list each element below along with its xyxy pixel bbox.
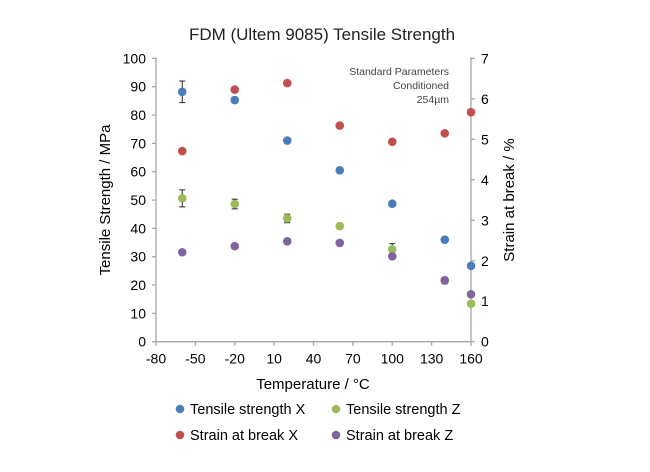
y-axis-label: Tensile Strength / MPa — [97, 124, 114, 276]
y-tick-label: 0 — [138, 334, 146, 350]
legend-label: Tensile strength Z — [346, 402, 461, 418]
y-tick-label: 80 — [130, 107, 146, 123]
legend: Tensile strength X Tensile strength Z Stra… — [175, 402, 461, 444]
data-point-strain-at-break-z — [335, 238, 345, 248]
legend-marker — [331, 404, 341, 414]
legend-marker — [175, 404, 185, 414]
x-tick-label: 160 — [459, 351, 483, 367]
data-point-strain-at-break-x — [230, 85, 240, 94]
y-tick-label: 90 — [130, 79, 146, 95]
y2-tick-label: 6 — [481, 91, 489, 107]
y2-axis-label: Strain at break / % — [501, 138, 518, 261]
y2-tick-label: 3 — [481, 212, 489, 228]
y2-tick-label: 2 — [481, 253, 489, 269]
data-point-strain-at-break-x — [282, 78, 292, 88]
x-tick-label: 70 — [345, 351, 361, 367]
annotation: Standard Parameters Conditioned 254µm — [349, 66, 449, 106]
y2-tick-label: 1 — [481, 293, 489, 309]
chart-title: FDM (Ultem 9085) Tensile Strength — [189, 25, 455, 44]
data-point-strain-at-break-z — [230, 241, 240, 251]
x-tick-label: -80 — [146, 351, 166, 367]
y-tick-label: 70 — [130, 135, 146, 151]
data-point-tensile-strength-x — [466, 261, 476, 271]
data-point-strain-at-break-x — [387, 137, 397, 147]
data-marks — [177, 78, 476, 309]
annotation-line: Standard Parameters — [349, 66, 449, 78]
data-point-strain-at-break-x — [177, 146, 187, 156]
y-tick-label: 60 — [130, 164, 146, 180]
data-point-strain-at-break-x — [440, 128, 450, 138]
x-axis-label: Temperature / °C — [256, 376, 370, 393]
data-point-strain-at-break-x — [335, 121, 345, 130]
data-point-tensile-strength-z — [387, 245, 397, 254]
data-point-tensile-strength-z — [335, 221, 345, 231]
x-tick-label: 10 — [266, 351, 282, 367]
data-point-strain-at-break-x — [466, 107, 476, 117]
legend-label: Strain at break X — [190, 428, 298, 444]
data-point-tensile-strength-x — [177, 87, 187, 97]
data-point-strain-at-break-z — [440, 275, 450, 285]
data-point-strain-at-break-z — [387, 252, 397, 261]
annotation-line: Conditioned — [393, 80, 449, 92]
data-point-tensile-strength-x — [335, 166, 345, 175]
legend-marker — [331, 430, 341, 440]
y-tick-label: 30 — [130, 249, 146, 265]
y-tick-label: 100 — [123, 50, 147, 66]
data-point-strain-at-break-z — [466, 290, 476, 299]
data-point-tensile-strength-z — [282, 214, 292, 223]
data-point-tensile-strength-x — [440, 235, 450, 245]
x-tick-label: 40 — [306, 351, 322, 367]
data-point-tensile-strength-z — [466, 299, 476, 309]
y2-tick-label: 0 — [481, 334, 489, 350]
data-point-tensile-strength-x — [387, 199, 397, 209]
x-tick-label: 100 — [381, 351, 405, 367]
annotation-line: 254µm — [417, 94, 450, 106]
y-tick-label: 10 — [130, 305, 146, 321]
x-tick-label: 130 — [420, 351, 444, 367]
y2-tick-label: 5 — [481, 131, 489, 147]
legend-marker — [175, 430, 185, 440]
y-tick-label: 20 — [130, 277, 146, 293]
data-point-tensile-strength-x — [230, 95, 240, 105]
x-tick-label: -20 — [225, 351, 245, 367]
data-point-strain-at-break-z — [282, 237, 292, 246]
legend-label: Tensile strength X — [190, 402, 306, 418]
y2-tick-label: 7 — [481, 50, 489, 66]
y-tick-label: 50 — [130, 192, 146, 208]
data-point-tensile-strength-z — [177, 194, 187, 203]
y-tick-label: 40 — [130, 220, 146, 236]
data-point-strain-at-break-z — [177, 247, 187, 257]
x-tick-label: -50 — [185, 351, 205, 367]
data-point-tensile-strength-z — [230, 199, 240, 209]
legend-label: Strain at break Z — [346, 428, 453, 444]
axes: -80 -50 -20 10 40 70 100 130 1600102030405060708… — [123, 50, 489, 366]
y2-tick-label: 4 — [481, 172, 489, 188]
data-point-tensile-strength-x — [282, 136, 292, 145]
